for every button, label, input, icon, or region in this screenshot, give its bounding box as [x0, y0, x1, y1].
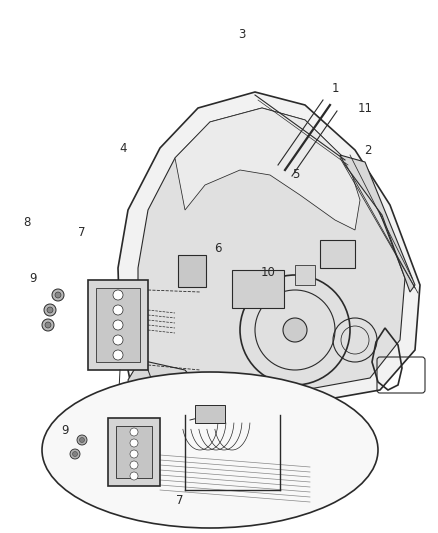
FancyBboxPatch shape: [178, 255, 206, 287]
Text: 4: 4: [119, 141, 127, 155]
Circle shape: [55, 292, 61, 298]
Ellipse shape: [42, 372, 378, 528]
Circle shape: [130, 472, 138, 480]
Circle shape: [130, 450, 138, 458]
Text: 7: 7: [78, 225, 86, 238]
Polygon shape: [340, 155, 415, 292]
Circle shape: [130, 461, 138, 469]
Circle shape: [130, 439, 138, 447]
Text: 2: 2: [364, 143, 372, 157]
Text: 11: 11: [357, 101, 372, 115]
Polygon shape: [118, 92, 420, 415]
Text: 8: 8: [23, 215, 31, 229]
Text: 7: 7: [176, 494, 184, 506]
Circle shape: [113, 350, 123, 360]
Circle shape: [113, 305, 123, 315]
Text: 10: 10: [261, 265, 276, 279]
Polygon shape: [175, 108, 360, 230]
Circle shape: [113, 335, 123, 345]
Circle shape: [45, 322, 51, 328]
Text: 9: 9: [29, 271, 37, 285]
Circle shape: [70, 449, 80, 459]
Circle shape: [42, 319, 54, 331]
Text: 1: 1: [331, 82, 339, 94]
FancyBboxPatch shape: [116, 426, 152, 478]
Circle shape: [80, 438, 85, 442]
FancyBboxPatch shape: [96, 288, 140, 362]
Circle shape: [52, 289, 64, 301]
FancyBboxPatch shape: [295, 265, 315, 285]
Circle shape: [47, 307, 53, 313]
FancyBboxPatch shape: [232, 270, 284, 308]
FancyBboxPatch shape: [88, 280, 148, 370]
Text: 3: 3: [238, 28, 246, 42]
Text: 9: 9: [61, 424, 69, 437]
Circle shape: [113, 290, 123, 300]
Circle shape: [73, 451, 78, 456]
Circle shape: [130, 428, 138, 436]
Circle shape: [113, 320, 123, 330]
FancyBboxPatch shape: [320, 240, 355, 268]
Circle shape: [283, 318, 307, 342]
FancyBboxPatch shape: [108, 418, 160, 486]
Text: 5: 5: [292, 168, 300, 182]
Polygon shape: [138, 108, 405, 402]
Circle shape: [77, 435, 87, 445]
Polygon shape: [128, 360, 200, 415]
Text: 6: 6: [214, 241, 222, 254]
FancyBboxPatch shape: [195, 405, 225, 423]
Circle shape: [44, 304, 56, 316]
